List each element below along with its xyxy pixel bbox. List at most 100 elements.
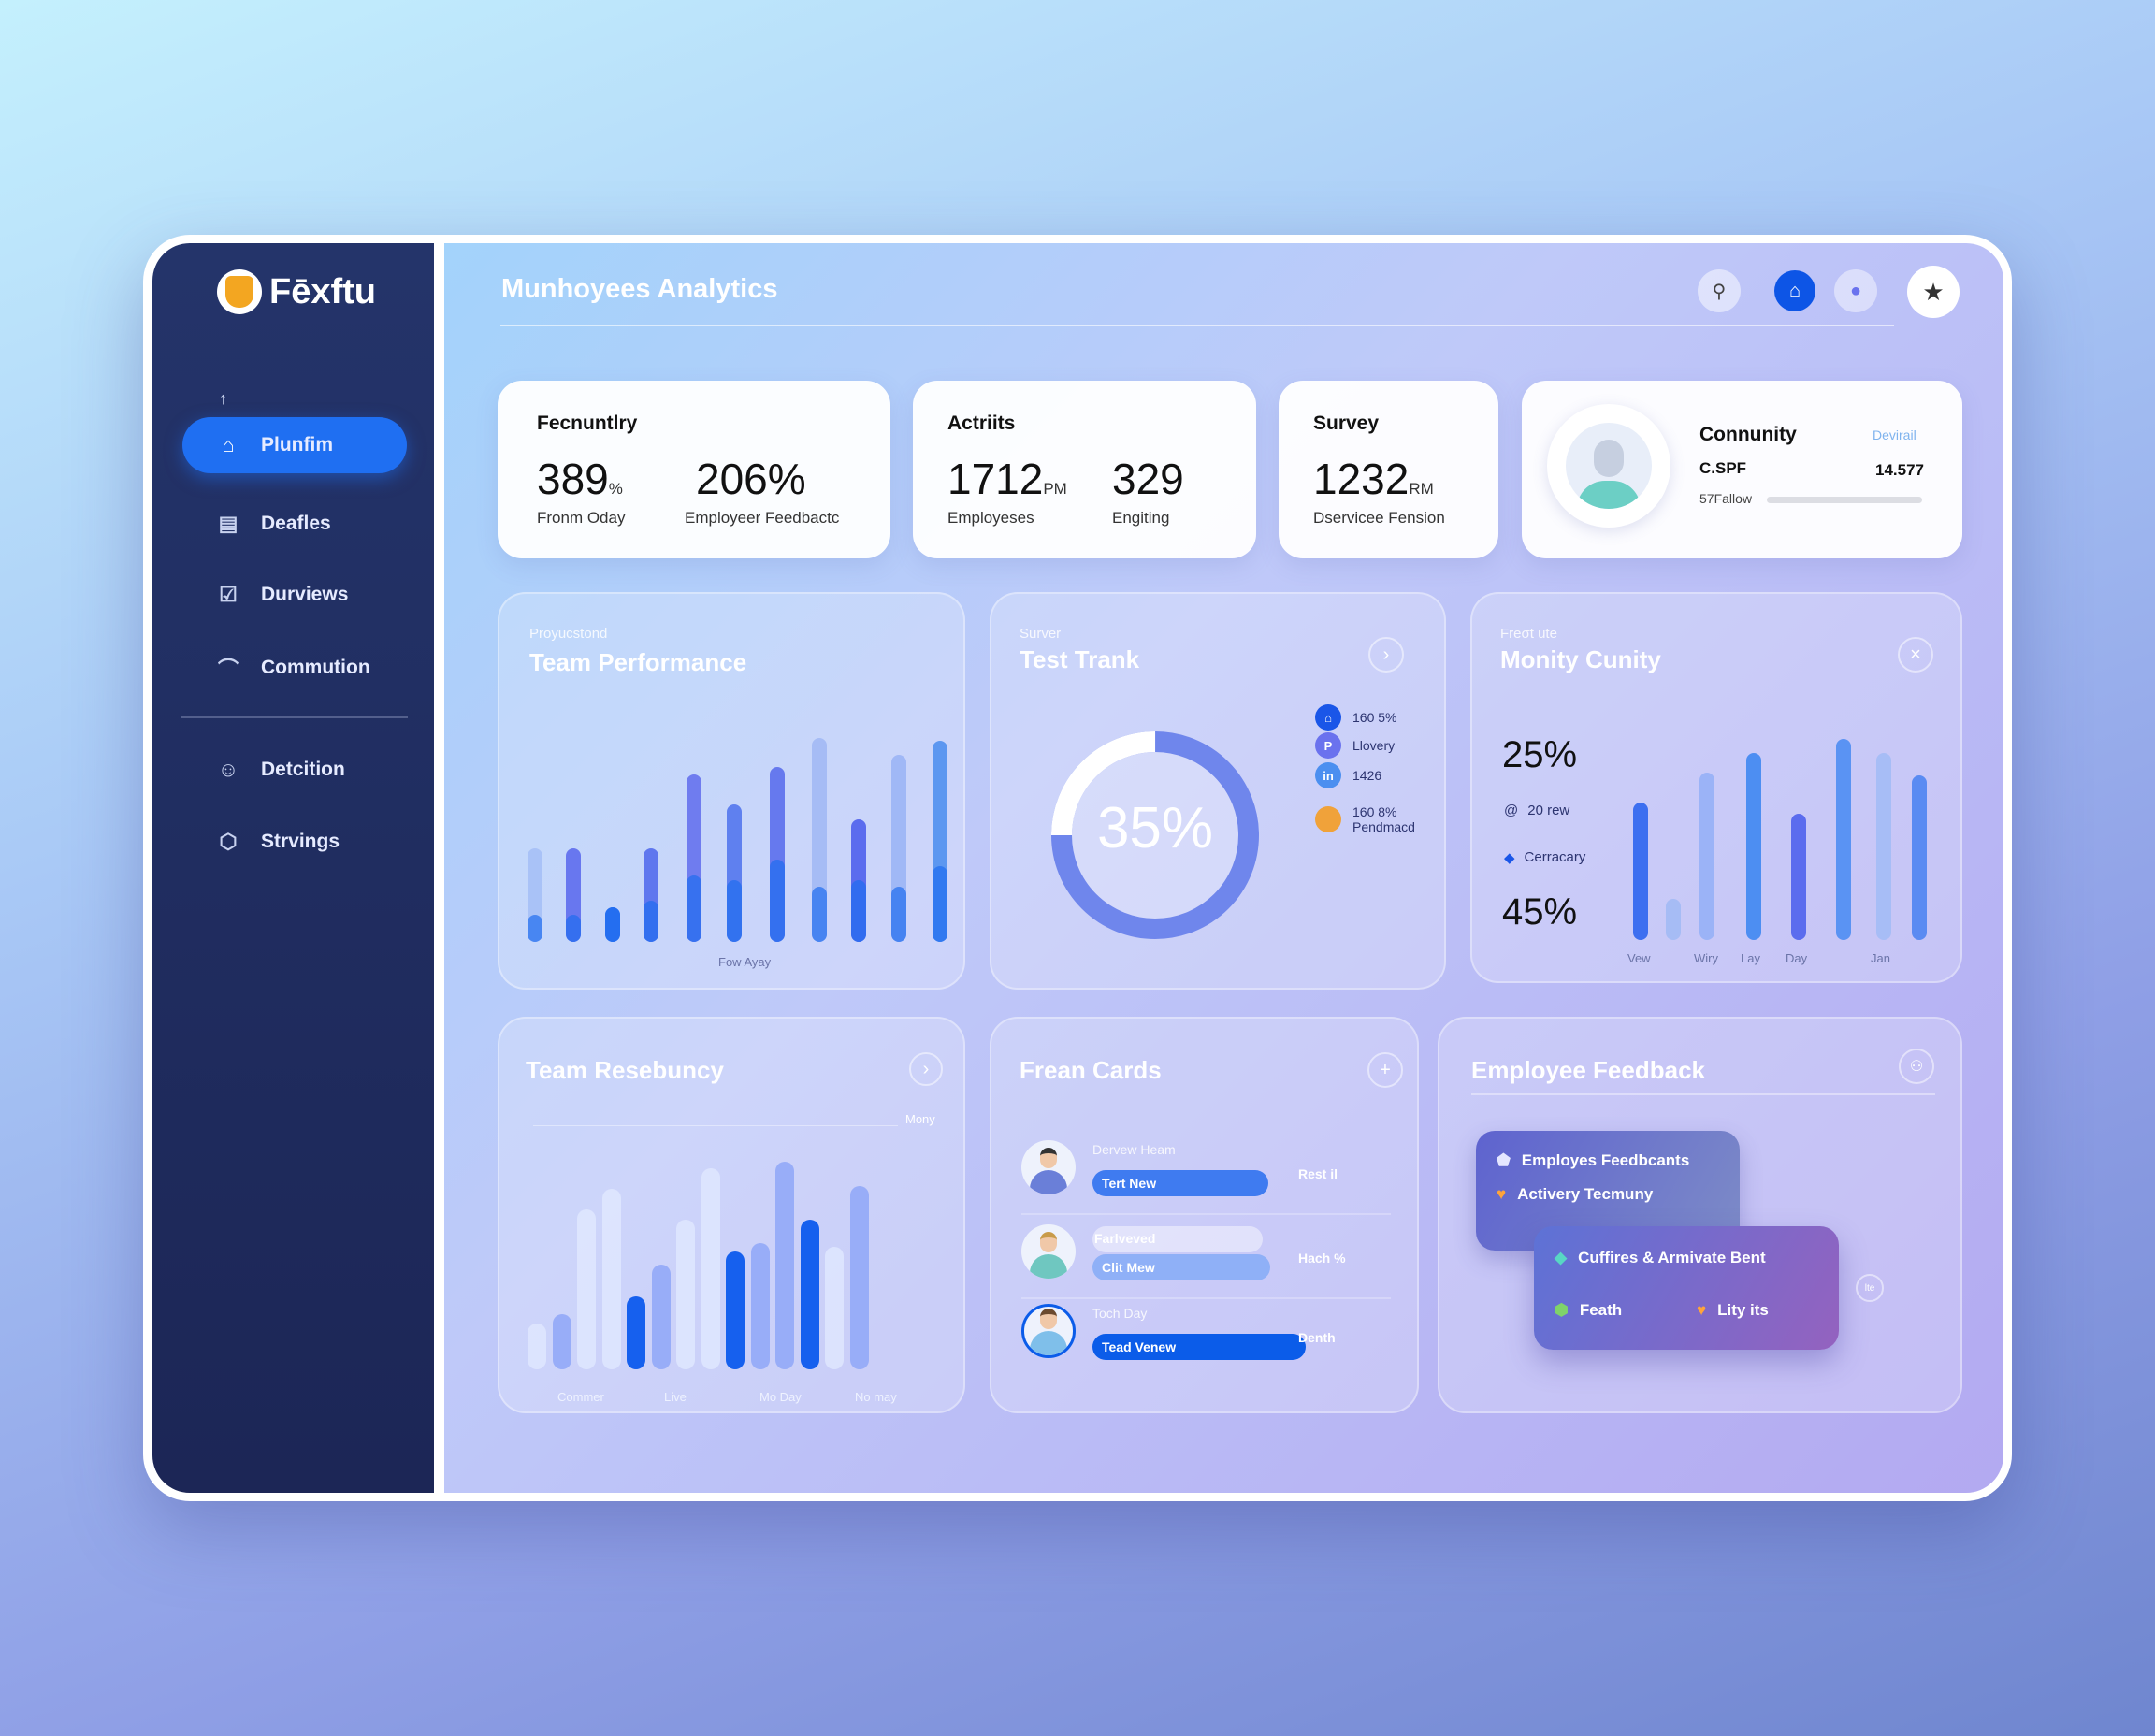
card-title: Team Resebuncy: [526, 1056, 724, 1084]
x-tick-label: Commer: [557, 1390, 604, 1404]
sidebar-item-deafles[interactable]: ▤ Deafles: [182, 496, 407, 552]
legend-item: in 1426: [1315, 762, 1381, 788]
bar: [1791, 813, 1806, 940]
user-icon: ⚇: [1909, 1059, 1924, 1075]
home-button[interactable]: ⌂: [1774, 270, 1815, 311]
bar-base-segment: [687, 875, 701, 942]
x-tick-label: Day: [1786, 951, 1808, 965]
search-button[interactable]: ⚲: [1698, 269, 1741, 312]
x-tick-label: Jan: [1871, 951, 1890, 965]
donut-highlight-segment: [1051, 731, 1259, 939]
card-pill-button[interactable]: Tert New: [1092, 1170, 1268, 1196]
avatar-icon: [1315, 806, 1341, 832]
test-trank-card: Surver Test Trank › 35% ⌂ 160 5% P Llovery i…: [990, 592, 1446, 990]
bar-base-segment: [566, 914, 581, 942]
gridline: [533, 1125, 898, 1126]
feedback-item: Activery Tecmuny: [1517, 1185, 1654, 1203]
user-icon: ●: [1849, 280, 1862, 301]
sidebar-item-commution[interactable]: ⌒ Commution: [182, 640, 407, 696]
page-title: Munhoyees Analytics: [501, 274, 778, 304]
layout-icon: ▤: [218, 512, 239, 535]
row-divider: [1021, 1297, 1391, 1299]
person-icon: [1566, 423, 1652, 509]
x-tick-label: Mo Day: [759, 1390, 802, 1404]
row-divider: [1021, 1213, 1391, 1215]
legend-label: Mony: [905, 1112, 935, 1126]
monity-stat-2: 45%: [1502, 891, 1578, 933]
bar: [601, 1189, 621, 1369]
community-link[interactable]: Devirail: [1873, 427, 1916, 442]
card-subtitle: Surver: [1020, 626, 1062, 642]
card-pill-button[interactable]: Tead Venew: [1092, 1334, 1306, 1360]
follow-progress-bar: [1767, 497, 1922, 503]
pin-icon: ◆: [1504, 850, 1515, 866]
card-name: Toch Day: [1092, 1306, 1148, 1321]
feedback-item: Cuffires & Armivate Bent: [1578, 1249, 1766, 1266]
sidebar-item-detcition[interactable]: ☺ Detcition: [182, 742, 407, 798]
legend-text: 1426: [1352, 768, 1382, 783]
p-icon: P: [1315, 732, 1341, 759]
legend-text: Llovery: [1352, 738, 1396, 753]
stat-value: 389: [537, 455, 609, 503]
card-status: Denth: [1298, 1330, 1336, 1345]
bar-base-segment: [605, 907, 620, 942]
monity-row-2: Cerracary: [1524, 849, 1586, 865]
close-button[interactable]: ×: [1898, 637, 1933, 673]
metric-value: 14.577: [1875, 461, 1924, 479]
sidebar-item-label: Commution: [261, 657, 370, 678]
bar-base-segment: [770, 859, 785, 942]
bar: [800, 1219, 819, 1369]
team-resebuncy-card: Team Resebuncy › Mony Commer Live Mo Day No…: [498, 1017, 965, 1413]
bar: [775, 1162, 794, 1369]
chevron-right-icon: ›: [922, 1058, 930, 1079]
sidebar-item-strvings[interactable]: ⬡ Strvings: [182, 814, 407, 870]
card-title: Team Performance: [529, 648, 747, 676]
next-button[interactable]: ›: [1368, 637, 1404, 673]
frean-cards-card: Frean Cards + Dervew Heam Tert New Rest il…: [990, 1017, 1419, 1413]
brand-name: Fēxftu: [269, 271, 376, 311]
add-button[interactable]: +: [1367, 1052, 1403, 1088]
bar: [750, 1242, 770, 1369]
card-pill-button[interactable]: Clit Mew: [1092, 1254, 1270, 1280]
x-tick-label: Wiry: [1694, 951, 1718, 965]
stat-card-survey: Survey 1232RM Dservicee Fension: [1279, 381, 1498, 558]
bar: [676, 1219, 695, 1369]
brand-logo[interactable]: Fēxftu: [217, 269, 376, 314]
monity-stat-1: 25%: [1502, 734, 1578, 775]
stat-label: Dservicee Fension: [1313, 509, 1445, 527]
linkedin-icon: in: [1315, 762, 1341, 788]
next-button[interactable]: ›: [909, 1052, 943, 1086]
more-button[interactable]: lte: [1856, 1274, 1884, 1302]
monity-chart: Vew Wiry Lay Day Jan: [1472, 594, 1964, 985]
stat-value: 1712: [947, 455, 1044, 503]
stat-card-fecnuntlry: Fecnuntlry 389% Fronm Oday 206% Employee…: [498, 381, 890, 558]
logo-icon: [217, 269, 262, 314]
sidebar-item-plunfim[interactable]: ⌂ Plunfim: [182, 417, 407, 473]
stat-unit: RM: [1409, 480, 1434, 498]
stat-title: Fecnuntlry: [537, 412, 638, 434]
monity-row-1: 20 rew: [1527, 803, 1570, 818]
sidebar-item-label: Strvings: [261, 831, 340, 852]
team-performance-card: Proyucstond Team Performance Fow Ayay: [498, 592, 965, 990]
sidebar-item-durviews[interactable]: ☑ Durviews: [182, 567, 407, 623]
feedback-item: Employes Feedbcants: [1521, 1151, 1690, 1169]
profile-button[interactable]: ⚇: [1899, 1049, 1934, 1084]
stat-value: 329: [1112, 455, 1184, 503]
legend-text: 160 5%: [1352, 710, 1397, 725]
donut-chart: [1051, 731, 1259, 939]
stat-title: Actriits: [947, 412, 1016, 434]
feedback-card-2[interactable]: ◆ Cuffires & Armivate Bent ⬢ Feath ♥ Lity i…: [1534, 1226, 1839, 1350]
bar: [726, 1251, 745, 1369]
user-button[interactable]: ●: [1834, 269, 1877, 312]
favorite-button[interactable]: ★: [1907, 266, 1960, 318]
search-icon: ⚲: [1712, 281, 1727, 302]
bar: [849, 1186, 869, 1369]
sidebar-item-label: Durviews: [261, 584, 349, 605]
legend-item: ⌂ 160 5%: [1315, 704, 1396, 731]
stat-label: Employeses: [947, 509, 1034, 527]
bar: [1699, 772, 1714, 940]
heart-icon: ♥: [1697, 1301, 1707, 1319]
bar: [651, 1265, 671, 1369]
collapse-arrow-icon[interactable]: ↑: [219, 389, 227, 408]
stat-card-actriits: Actriits 1712PM Employeses 329 Engiting: [913, 381, 1256, 558]
